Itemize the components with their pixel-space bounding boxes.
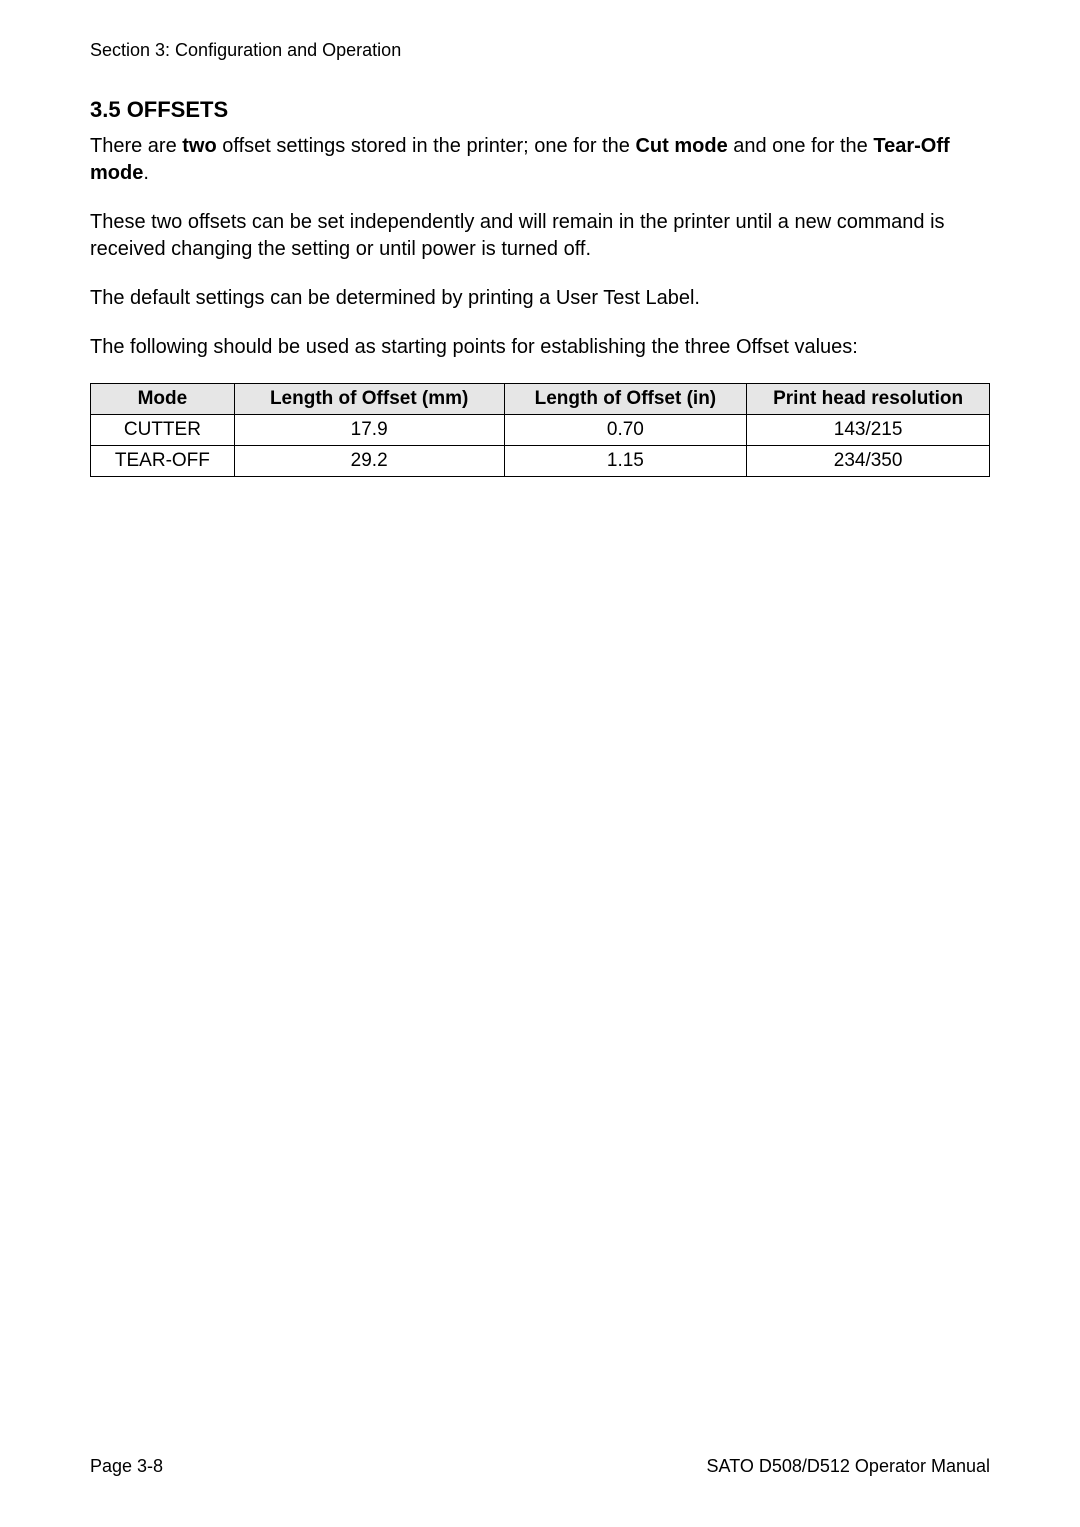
offsets-table: Mode Length of Offset (mm) Length of Off… bbox=[90, 383, 990, 477]
cell-mode: CUTTER bbox=[91, 415, 235, 446]
text: . bbox=[143, 162, 149, 184]
paragraph-3: The default settings can be determined b… bbox=[90, 285, 990, 312]
table-head: Mode Length of Offset (mm) Length of Off… bbox=[91, 384, 990, 415]
paragraph-2: These two offsets can be set independent… bbox=[90, 209, 990, 263]
text: There are bbox=[90, 135, 182, 157]
page-header: Section 3: Configuration and Operation bbox=[90, 40, 990, 61]
cell-resolution: 234/350 bbox=[747, 446, 990, 477]
table-header-row: Mode Length of Offset (mm) Length of Off… bbox=[91, 384, 990, 415]
cell-resolution: 143/215 bbox=[747, 415, 990, 446]
table-row: CUTTER 17.9 0.70 143/215 bbox=[91, 415, 990, 446]
page-footer: Page 3-8 SATO D508/D512 Operator Manual bbox=[90, 1456, 990, 1477]
document-page: Section 3: Configuration and Operation 3… bbox=[0, 0, 1080, 1527]
cell-mode: TEAR-OFF bbox=[91, 446, 235, 477]
col-length-mm: Length of Offset (mm) bbox=[234, 384, 504, 415]
bold-two: two bbox=[182, 135, 216, 157]
table-body: CUTTER 17.9 0.70 143/215 TEAR-OFF 29.2 1… bbox=[91, 415, 990, 477]
col-mode: Mode bbox=[91, 384, 235, 415]
bold-cut-mode: Cut mode bbox=[635, 135, 727, 157]
cell-length-in: 0.70 bbox=[504, 415, 747, 446]
section-title: 3.5 OFFSETS bbox=[90, 97, 990, 123]
text: and one for the bbox=[728, 135, 874, 157]
paragraph-1: There are two offset settings stored in … bbox=[90, 133, 990, 187]
text: offset settings stored in the printer; o… bbox=[217, 135, 636, 157]
footer-manual-title: SATO D508/D512 Operator Manual bbox=[707, 1456, 990, 1477]
footer-page-number: Page 3-8 bbox=[90, 1456, 163, 1477]
paragraph-4: The following should be used as starting… bbox=[90, 334, 990, 361]
col-length-in: Length of Offset (in) bbox=[504, 384, 747, 415]
cell-length-in: 1.15 bbox=[504, 446, 747, 477]
cell-length-mm: 29.2 bbox=[234, 446, 504, 477]
cell-length-mm: 17.9 bbox=[234, 415, 504, 446]
col-resolution: Print head resolution bbox=[747, 384, 990, 415]
table-row: TEAR-OFF 29.2 1.15 234/350 bbox=[91, 446, 990, 477]
